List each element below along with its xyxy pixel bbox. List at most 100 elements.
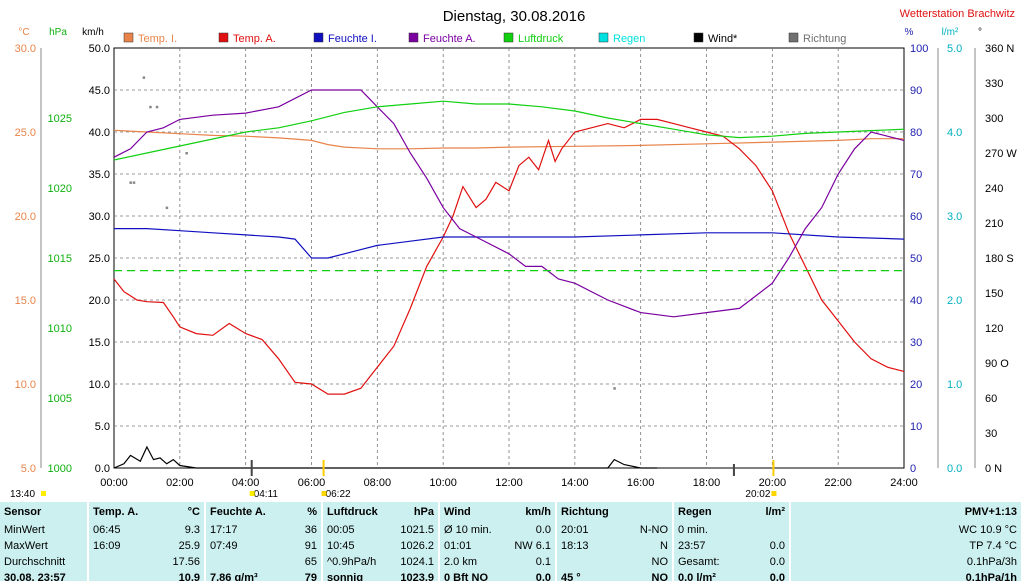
series-temp_a (113, 118, 905, 395)
rain-value: 0.0 (769, 556, 785, 568)
unit-rain: l/m² (942, 27, 959, 38)
wind-axis-tick: 10.0 (89, 379, 110, 391)
marker-start-time: 13:40 (10, 489, 35, 500)
direction-axis-tick: 150 (985, 288, 1003, 300)
rain-axis-tick: 4.0 (947, 127, 962, 139)
direction-axis-tick: 270 W (985, 148, 1017, 160)
legend-label-wind: Wind* (708, 33, 738, 45)
humidity-value: 79 (304, 572, 317, 581)
marker-time-m3: 20:02 (745, 489, 770, 500)
wind-axis-tick: 45.0 (89, 85, 110, 97)
humidity-axis-tick: 50 (910, 253, 922, 265)
table-row: Durchschnitt 17.56 65 ^0.9hPa/h 1024.1 2.0 km… (0, 554, 1021, 570)
direction-axis-tick: 0 N (985, 463, 1002, 475)
wind-label: 0 Bft NO (444, 572, 488, 581)
header-temp-unit: °C (187, 506, 200, 518)
rain-label: Gesamt: (678, 556, 720, 568)
header-temp: Temp. A. (93, 506, 139, 518)
pressure-label: 10:45 (327, 540, 355, 552)
pressure-axis-tick: 1000 (48, 463, 72, 475)
direction-axis-tick: 240 (985, 183, 1003, 195)
legend-label-luftdruck: Luftdruck (518, 33, 564, 45)
series-feuchte_a (113, 89, 905, 318)
direction-axis-tick: 300 (985, 113, 1003, 125)
wind-label: Ø 10 min. (444, 524, 492, 536)
temp-label: 16:09 (93, 540, 121, 552)
direction-point (185, 152, 188, 155)
wind-axis-tick: 5.0 (95, 421, 110, 433)
x-axis-tick: 20:00 (759, 477, 787, 489)
temp-axis-tick: 20.0 (15, 211, 36, 223)
pressure-value: 1023.9 (400, 572, 434, 581)
direction-axis-tick: 30 (985, 428, 997, 440)
row-label: MinWert (0, 522, 88, 538)
x-axis-tick: 02:00 (166, 477, 194, 489)
wind-axis-tick: 20.0 (89, 295, 110, 307)
unit-direction: ° (978, 27, 982, 38)
legend-swatch-temp_i (123, 32, 134, 43)
rain-label: 0 min. (678, 524, 708, 536)
wind-value: 0.1 (535, 556, 551, 568)
humidity-axis-tick: 30 (910, 337, 922, 349)
header-pmv: PMV+1:13 (789, 502, 1021, 522)
humidity-axis-tick: 80 (910, 127, 922, 139)
header-humidity-unit: % (307, 506, 317, 518)
direction-value: N-NO (639, 524, 668, 536)
temp-axis-tick: 25.0 (15, 127, 36, 139)
humidity-axis-tick: 0 (910, 463, 916, 475)
row-label: MaxWert (0, 538, 88, 554)
series-luftdruck (113, 100, 905, 161)
marker-dot-m1 (249, 491, 255, 496)
table-header: Sensor Temp. A. °C Feuchte A.% Luftdruck h… (0, 502, 1021, 522)
direction-axis-tick: 120 (985, 323, 1003, 335)
rain-label: 0.0 l/m² (678, 572, 716, 581)
table-row: MinWert 06:45 9.3 17:17 36 00:05 1021.5 Ø 10 mi… (0, 522, 1021, 538)
direction-point (142, 76, 146, 79)
humidity-label: 7.86 g/m³ (210, 572, 258, 581)
wind-axis-tick: 25.0 (89, 253, 110, 265)
x-axis-tick: 16:00 (627, 477, 655, 489)
legend-swatch-feuchte_i (313, 32, 324, 43)
weather-chart: Dienstag, 30.08.2016 Wetterstation Brach… (10, 8, 1018, 500)
pressure-label: ^0.9hPa/h (327, 556, 377, 568)
temp-value: 10.9 (178, 572, 200, 581)
wind-value: NW 6.1 (514, 540, 551, 552)
marker-dot-m3 (771, 491, 777, 496)
chart-title: Dienstag, 30.08.2016 (443, 8, 586, 25)
marker-time-m2: 06:22 (326, 489, 351, 500)
legend-swatch-regen (598, 32, 609, 43)
legend-label-temp_a: Temp. A. (233, 33, 276, 45)
temp-value: 17.56 (172, 556, 200, 568)
header-humidity: Feuchte A. (210, 506, 266, 518)
header-rain: Regen (678, 506, 712, 518)
pmv-value: WC 10.9 °C (789, 522, 1021, 538)
pressure-axis-tick: 1025 (48, 113, 72, 125)
statistics-table-wrapper: Sensor Temp. A. °C Feuchte A.% Luftdruck h… (0, 502, 1021, 581)
humidity-label: 07:49 (210, 540, 238, 552)
legend-swatch-luftdruck (503, 32, 514, 43)
direction-point (129, 181, 132, 184)
unit-wind: km/h (82, 27, 104, 38)
legend: Temp. I. Temp. A. Feuchte I. Feuchte A. Luft… (123, 32, 846, 45)
x-axis-tick: 22:00 (824, 477, 852, 489)
direction-label: 18:13 (561, 540, 589, 552)
humidity-axis-tick: 10 (910, 421, 922, 433)
direction-axis-tick: 330 (985, 78, 1003, 90)
direction-point (613, 387, 616, 390)
header-rain-unit: l/m² (765, 506, 785, 518)
humidity-axis-tick: 70 (910, 169, 922, 181)
temp-axis-tick: 30.0 (15, 43, 36, 55)
table-row: MaxWert 16:09 25.9 07:49 91 10:45 1026.2 01:01 N… (0, 538, 1021, 554)
row-label: Durchschnitt (0, 554, 88, 570)
wind-axis-tick: 30.0 (89, 211, 110, 223)
legend-label-temp_i: Temp. I. (138, 33, 177, 45)
legend-label-richtung: Richtung (803, 33, 846, 45)
direction-point (132, 181, 136, 184)
rain-label: 23:57 (678, 540, 706, 552)
series-feuchte_i (114, 228, 905, 259)
humidity-label: 17:17 (210, 524, 238, 536)
x-axis-tick: 10:00 (429, 477, 457, 489)
unit-temp: °C (18, 27, 29, 38)
header-sensor: Sensor (0, 502, 88, 522)
